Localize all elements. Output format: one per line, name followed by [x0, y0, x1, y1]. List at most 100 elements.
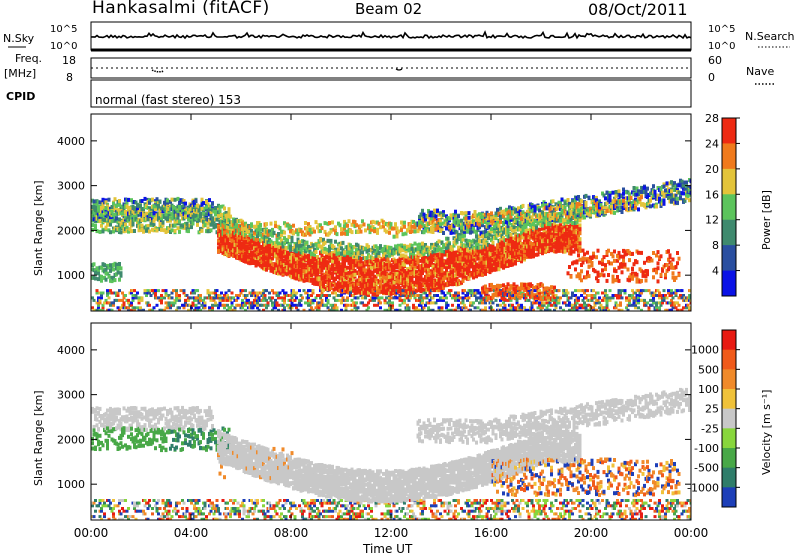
- heatmap-cell: [431, 274, 435, 279]
- heatmap-cell: [365, 256, 369, 261]
- heatmap-cell: [109, 216, 112, 221]
- heatmap-cell: [409, 296, 412, 300]
- heatmap-cell: [290, 239, 294, 244]
- heatmap-cell: [115, 216, 118, 221]
- heatmap-cell: [391, 303, 394, 307]
- heatmap-cell: [172, 206, 175, 211]
- heatmap-cell: [299, 298, 303, 302]
- heatmap-cell: [182, 306, 186, 310]
- heatmap-cell: [98, 298, 102, 302]
- heatmap-cell: [158, 199, 162, 204]
- nsearch-label: N.Search: [745, 30, 795, 43]
- heatmap-cell: [130, 301, 133, 305]
- heatmap-cell: [461, 291, 465, 295]
- heatmap-cell: [316, 255, 319, 259]
- heatmap-cell: [367, 306, 370, 310]
- heatmap-cell: [134, 200, 138, 205]
- heatmap-cell: [160, 294, 163, 297]
- heatmap-cell: [371, 272, 375, 277]
- heatmap-cell: [361, 296, 364, 300]
- heatmap-cell: [452, 282, 456, 286]
- heatmap-cell: [463, 303, 466, 307]
- heatmap-cell: [440, 308, 444, 311]
- heatmap-cell: [170, 296, 174, 300]
- heatmap-cell: [280, 296, 283, 300]
- heatmap-cell: [313, 279, 316, 284]
- heatmap-cell: [263, 296, 267, 300]
- heatmap-cell: [140, 298, 144, 302]
- heatmap-cell: [94, 276, 97, 281]
- heatmap-cell: [104, 277, 108, 282]
- heatmap-cell: [199, 296, 202, 300]
- heatmap-cell: [395, 296, 399, 300]
- heatmap-cell: [418, 298, 421, 302]
- heatmap-cell: [107, 197, 111, 202]
- heatmap-cell: [244, 289, 247, 293]
- heatmap-cell: [256, 303, 259, 307]
- heatmap-cell: [95, 289, 99, 293]
- heatmap-cell: [110, 207, 114, 212]
- heatmap-cell: [412, 250, 415, 255]
- heatmap-cell: [170, 197, 174, 202]
- heatmap-cell: [203, 223, 207, 227]
- heatmap-cell: [350, 298, 354, 302]
- heatmap-cell: [101, 308, 105, 311]
- heatmap-cell: [229, 214, 232, 219]
- heatmap-cell: [224, 211, 228, 215]
- heatmap-cell: [131, 222, 135, 227]
- heatmap-cell: [313, 229, 316, 234]
- heatmap-cell: [440, 228, 444, 233]
- heatmap-cell: [119, 306, 123, 310]
- heatmap-cell: [116, 208, 120, 213]
- heatmap-cell: [110, 205, 114, 209]
- heatmap-cell: [389, 245, 393, 250]
- heatmap-cell: [226, 303, 229, 307]
- heatmap-cell: [364, 296, 367, 300]
- heatmap-cell: [160, 298, 163, 302]
- heatmap-cell: [344, 306, 348, 310]
- heatmap-cell: [440, 306, 444, 310]
- heatmap-cell: [347, 270, 351, 275]
- heatmap-cell: [101, 229, 105, 234]
- heatmap-cell: [220, 212, 223, 217]
- heatmap-cell: [469, 289, 472, 293]
- heatmap-cell: [449, 213, 453, 218]
- heatmap-cell: [260, 303, 264, 307]
- heatmap-cell: [320, 226, 324, 231]
- heatmap-cell: [373, 227, 376, 232]
- heatmap-cell: [311, 243, 315, 248]
- heatmap-cell: [200, 207, 204, 211]
- freq-tick-top: 18: [62, 54, 76, 67]
- heatmap-cell: [379, 244, 382, 249]
- heatmap-cell: [379, 301, 382, 305]
- heatmap-cell: [361, 271, 364, 276]
- heatmap-cell: [340, 275, 343, 280]
- heatmap-cell: [170, 291, 174, 295]
- heatmap-cell: [142, 229, 145, 234]
- heatmap-cell: [134, 296, 138, 300]
- heatmap-cell: [100, 274, 103, 279]
- heatmap-cell: [398, 286, 402, 291]
- heatmap-cell: [277, 294, 280, 297]
- heatmap-cell: [335, 298, 339, 302]
- heatmap-cell: [412, 253, 415, 257]
- heatmap-cell: [454, 298, 457, 302]
- heatmap-cell: [442, 212, 445, 217]
- heatmap-cell: [464, 306, 468, 310]
- heatmap-cell: [376, 272, 379, 277]
- heatmap-cell: [292, 289, 295, 293]
- heatmap-cell: [379, 281, 382, 286]
- heatmap-cell: [269, 259, 273, 264]
- heatmap-cell: [461, 296, 465, 300]
- heatmap-cell: [442, 296, 445, 300]
- heatmap-cell: [305, 291, 309, 295]
- heatmap-cell: [229, 306, 232, 310]
- heatmap-cell: [290, 306, 294, 310]
- heatmap-cell: [347, 246, 351, 251]
- heatmap-cell: [163, 200, 166, 205]
- heatmap-cell: [110, 308, 114, 311]
- heatmap-cell: [176, 196, 180, 201]
- heatmap-cell: [244, 221, 247, 226]
- heatmap-cell: [326, 275, 330, 280]
- heatmap-cell: [340, 227, 343, 232]
